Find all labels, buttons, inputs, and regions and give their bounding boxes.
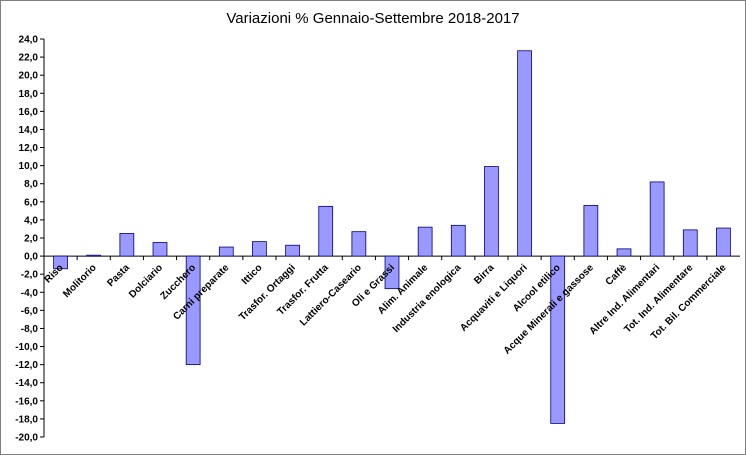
bar xyxy=(450,224,466,257)
y-tick-label: -14,0 xyxy=(15,378,38,389)
y-tick-label: -2,0 xyxy=(21,270,39,281)
bar xyxy=(616,248,632,257)
bar xyxy=(550,255,566,424)
y-tick-label: 0,0 xyxy=(24,252,38,263)
bar xyxy=(417,226,433,257)
bar xyxy=(185,255,201,366)
y-tick-label: 10,0 xyxy=(19,161,39,172)
bar xyxy=(119,233,135,257)
y-tick-label: 6,0 xyxy=(24,197,38,208)
y-tick-label: -20,0 xyxy=(15,433,38,444)
y-tick-label: -16,0 xyxy=(15,396,38,407)
bar xyxy=(285,244,300,257)
bar xyxy=(384,255,400,290)
bar xyxy=(716,227,731,257)
y-tick-label: 18,0 xyxy=(19,89,39,100)
y-tick-label: -6,0 xyxy=(21,306,39,317)
category-label: Ittico xyxy=(240,262,265,287)
bar xyxy=(152,242,168,257)
y-tick-label: 12,0 xyxy=(19,143,39,154)
bar xyxy=(86,254,102,257)
y-tick-label: 22,0 xyxy=(19,53,39,64)
y-tick-label: 8,0 xyxy=(24,179,38,190)
y-tick-label: -8,0 xyxy=(21,324,39,335)
bar xyxy=(682,229,698,257)
y-tick-label: -10,0 xyxy=(15,342,38,353)
y-tick-label: -4,0 xyxy=(21,288,39,299)
y-tick-label: -12,0 xyxy=(15,360,38,371)
y-tick-label: 16,0 xyxy=(19,107,39,118)
bar xyxy=(218,246,234,257)
y-tick-label: 14,0 xyxy=(19,125,39,136)
category-label: Lattiero-Caseario xyxy=(298,262,364,328)
bar xyxy=(517,50,532,257)
bar xyxy=(318,205,334,257)
bar xyxy=(583,205,599,257)
bar xyxy=(649,181,665,257)
y-tick-label: 2,0 xyxy=(24,234,38,245)
bar xyxy=(351,231,367,257)
bar xyxy=(53,255,68,270)
chart-title: Variazioni % Gennaio-Settembre 2018-2017 xyxy=(226,10,520,27)
y-tick-label: 24,0 xyxy=(19,35,39,46)
bar xyxy=(252,241,267,257)
category-label: Caffè xyxy=(604,262,630,288)
bars xyxy=(43,50,731,424)
category-label: Birra xyxy=(472,262,497,287)
y-tick-label: -18,0 xyxy=(15,414,38,425)
y-tick-label: 4,0 xyxy=(24,215,38,226)
category-label: Pasta xyxy=(105,262,132,289)
bar xyxy=(484,166,499,257)
y-tick-label: 20,0 xyxy=(19,71,39,82)
category-label: Trasfor. Ortaggi xyxy=(237,262,298,323)
